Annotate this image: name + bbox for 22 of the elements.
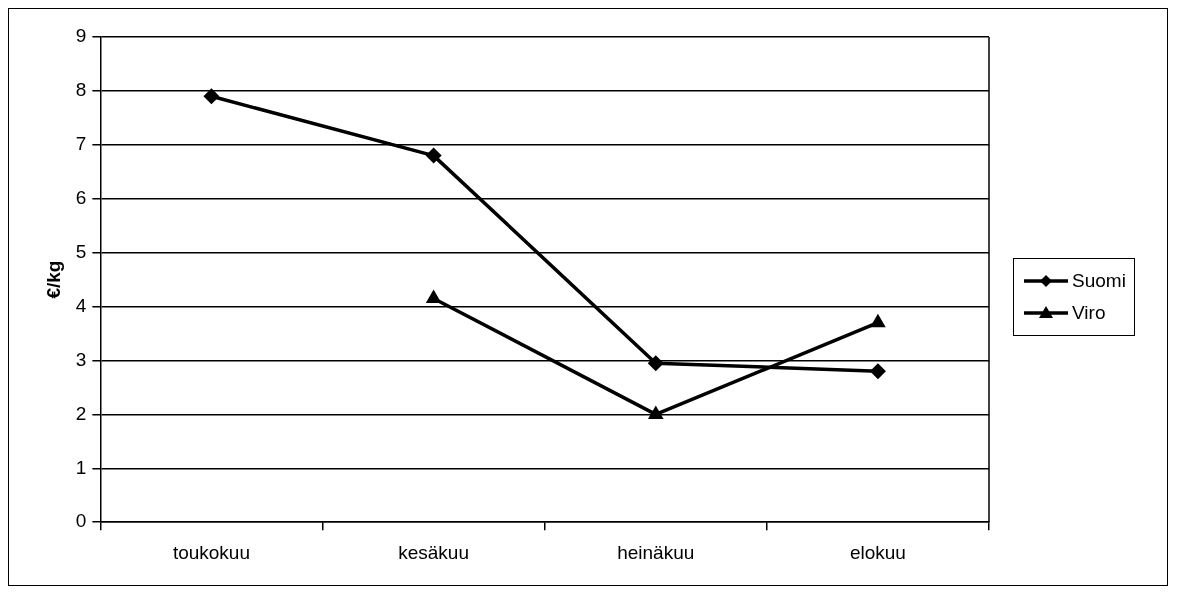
point [425, 147, 442, 164]
y-tick-label: 9 [75, 25, 87, 47]
y-tick-label: 8 [75, 79, 87, 101]
y-tick-label: 4 [75, 294, 87, 316]
y-axis-title: €/kg [42, 260, 64, 299]
y-tick-label: 6 [75, 186, 87, 208]
point [647, 405, 664, 419]
x-tick-label: elokuu [849, 541, 906, 563]
y-tick-label: 3 [75, 348, 87, 370]
legend-label: Suomi [1072, 270, 1126, 292]
y-tick-label: 0 [75, 510, 87, 532]
x-tick-label: toukokuu [172, 541, 251, 563]
y-tick-label: 5 [75, 240, 87, 262]
x-tick-label: kesäkuu [398, 541, 469, 563]
point [203, 88, 220, 105]
point [870, 313, 886, 328]
point [425, 289, 442, 303]
y-tick-label: 1 [75, 456, 87, 478]
legend-label: Viro [1072, 302, 1106, 324]
y-tick-label: 2 [75, 402, 87, 424]
y-tick-label: 7 [75, 133, 87, 155]
x-tick-label: heinäkuu [617, 541, 695, 563]
